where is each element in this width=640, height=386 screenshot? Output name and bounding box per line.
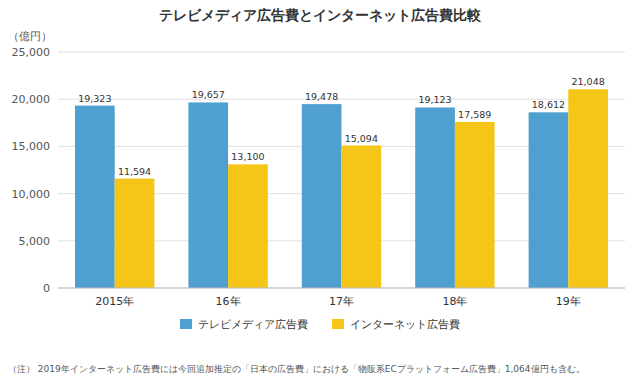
y-tick-label: 10,000 [12,188,51,201]
title: テレビメディア広告費とインターネット広告費比較 [159,7,482,23]
bar [529,112,569,288]
footnote: （注） 2019年インターネット広告費には今回追加推定の「日本の広告費」における… [8,364,585,374]
data-label: 19,478 [305,91,338,102]
data-label: 19,123 [418,94,451,105]
x-tick-label: 18年 [442,295,467,308]
legend-swatch [180,319,192,329]
bars [75,89,608,288]
bar [75,106,115,288]
data-label: 18,612 [532,99,565,110]
bar [115,179,155,288]
x-tick-label: 17年 [329,295,354,308]
x-tick-label: 19年 [556,295,581,308]
data-label: 17,589 [458,109,491,120]
bar [188,102,228,288]
bar [568,89,608,288]
data-label: 11,594 [118,166,151,177]
chart: テレビメディア広告費とインターネット広告費比較 （億円） 0 5,000 10,000 1… [0,0,640,386]
x-axis-line [58,288,625,289]
data-label: 19,657 [192,89,225,100]
y-tick-label: 25,000 [12,46,51,59]
bar [342,146,382,288]
legend-label: テレビメディア広告費 [198,318,308,331]
legend: テレビメディア広告費 インターネット広告費 [180,318,460,331]
y-tick-label: 20,000 [12,93,51,106]
bar [302,104,342,288]
y-tick-label: 15,000 [12,140,51,153]
x-tick-label: 16年 [216,295,241,308]
x-tick-label: 2015年 [95,295,134,308]
bar [455,122,495,288]
legend-label: インターネット広告費 [350,318,460,331]
data-label: 21,048 [572,76,605,87]
data-label: 15,094 [345,133,378,144]
data-label: 13,100 [231,151,264,162]
data-label: 19,323 [78,93,111,104]
bar [415,107,455,288]
y-axis-label: （億円） [8,30,52,43]
legend-swatch [332,319,344,329]
grid-line [58,52,625,53]
bar [228,164,268,288]
grid-line [58,288,625,289]
y-tick-label: 5,000 [19,235,51,248]
y-tick-label: 0 [43,282,50,295]
